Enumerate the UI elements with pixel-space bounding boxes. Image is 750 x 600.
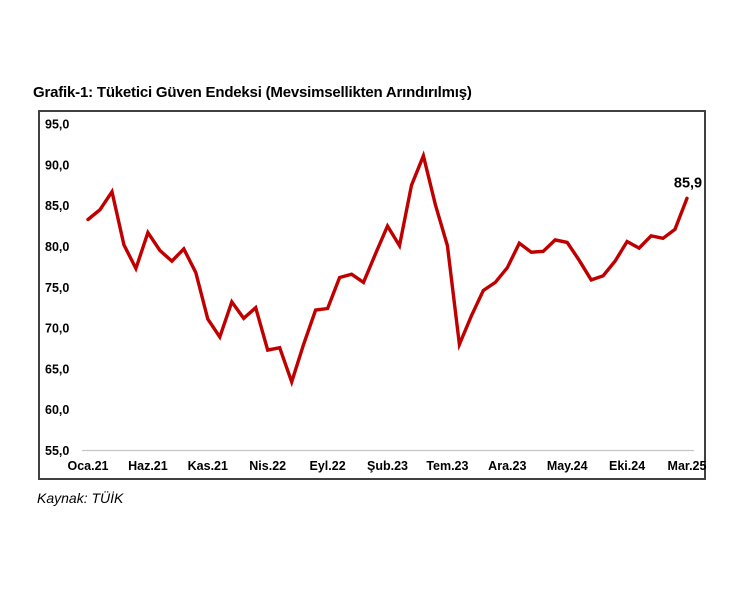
x-axis-tick-label: Eki.24 [609,459,645,473]
y-axis-tick-label: 80,0 [45,240,69,254]
x-axis-tick-label: Eyl.22 [310,459,346,473]
x-axis-tick-label: May.24 [547,459,588,473]
chart-frame: 95,0 90,0 85,0 80,0 75,0 70,0 65,0 60,0 55,0 Oca.… [38,110,707,480]
y-axis-tick-label: 90,0 [45,158,69,172]
y-axis-tick-label: 75,0 [45,281,69,295]
chart-title: Grafik-1: Tüketici Güven Endeksi (Mevsim… [33,84,472,101]
consumer-confidence-line [86,150,689,388]
y-axis-tick-label: 95,0 [45,118,69,132]
y-axis-tick-label: 65,0 [45,362,69,376]
x-axis-tick-label: Haz.21 [128,459,168,473]
x-axis-tick-label: Mar.25 [668,459,707,473]
x-axis-tick-label: Tem.23 [426,459,468,473]
y-axis-tick-label: 60,0 [45,403,69,417]
x-axis-tick-label: Ara.23 [488,459,526,473]
y-axis-tick-label: 55,0 [45,444,69,458]
line-chart: 95,0 90,0 85,0 80,0 75,0 70,0 65,0 60,0 55,0Oca.… [45,118,707,474]
y-axis-tick-label: 70,0 [45,322,69,336]
last-value-label: 85,9 [674,175,702,191]
x-axis-tick-label: Oca.21 [67,459,108,473]
source-note: Kaynak: TÜİK [37,490,124,506]
x-axis-tick-label: Şub.23 [367,459,408,473]
y-axis-tick-label: 85,0 [45,199,69,213]
x-axis-tick-label: Kas.21 [188,459,228,473]
x-axis-tick-label: Nis.22 [249,459,286,473]
